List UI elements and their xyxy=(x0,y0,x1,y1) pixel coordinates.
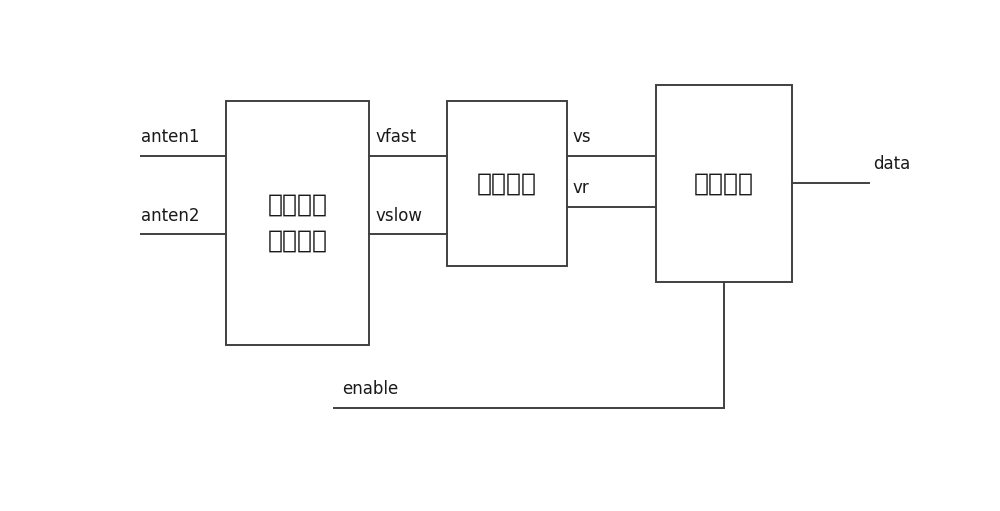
Text: vs: vs xyxy=(573,128,592,146)
Bar xyxy=(226,101,369,344)
Bar xyxy=(656,85,792,282)
Text: 判决电路: 判决电路 xyxy=(694,171,754,195)
Text: anten1: anten1 xyxy=(140,128,199,146)
Text: vslow: vslow xyxy=(375,206,422,225)
Text: 包络信号
提取电路: 包络信号 提取电路 xyxy=(267,193,327,252)
Text: vfast: vfast xyxy=(375,128,416,146)
Text: enable: enable xyxy=(342,380,398,398)
Text: vr: vr xyxy=(573,179,590,197)
Text: data: data xyxy=(873,155,910,173)
Text: 比较电路: 比较电路 xyxy=(477,171,537,195)
Text: anten2: anten2 xyxy=(140,206,199,225)
Bar xyxy=(447,101,567,266)
